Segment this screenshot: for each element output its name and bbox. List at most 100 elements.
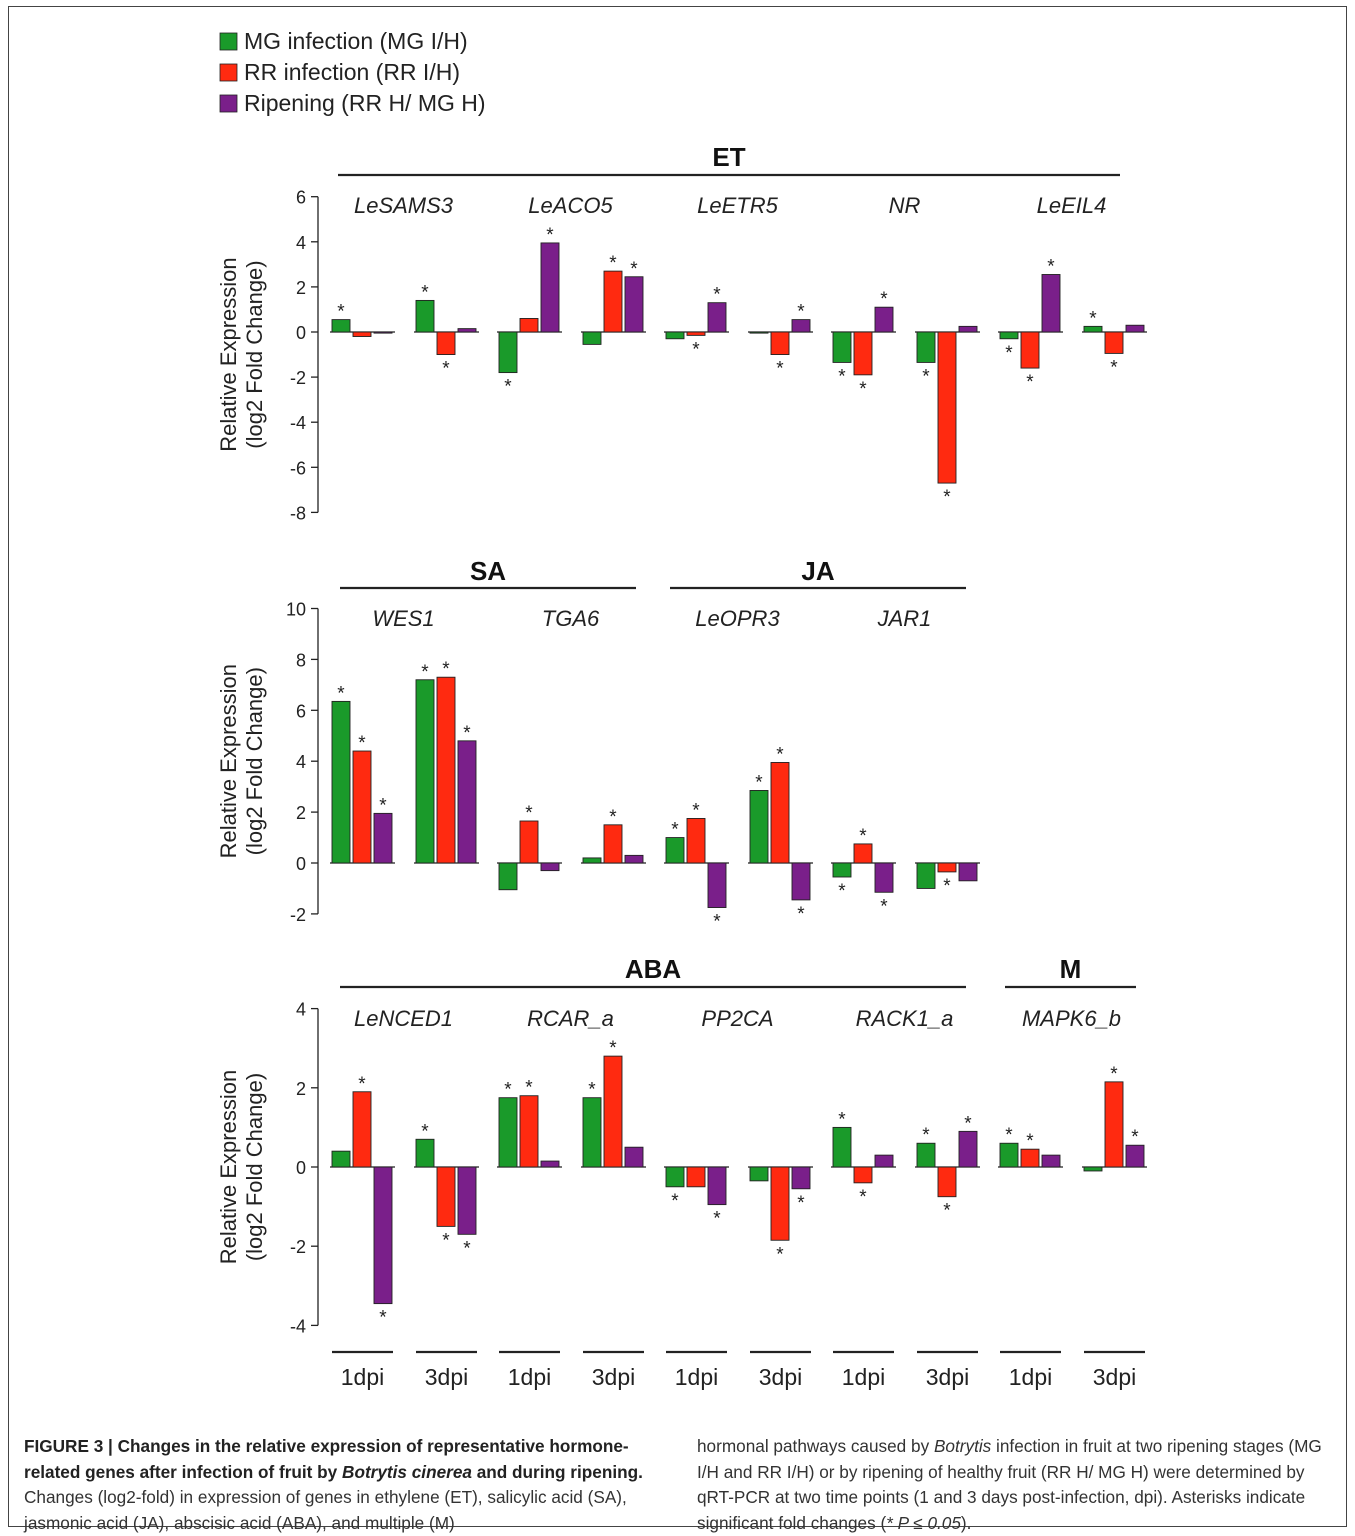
sig-marker: * [713,912,721,933]
legend-swatch-2 [219,63,238,82]
sig-marker: * [609,807,617,828]
sig-marker: * [442,359,450,380]
bar-mapk6-b-1-2 [1020,1148,1040,1168]
bar-lesams3-2-1 [415,299,435,333]
caption-body-part2: hormonal pathways caused by [697,1436,934,1456]
bar-mapk6-b-2-3 [1125,1144,1145,1168]
sig-marker: * [943,487,951,508]
gene-title-wes1: WES1 [372,606,434,631]
gene-title-pp2ca: PP2CA [701,1006,773,1031]
sig-marker: * [776,1244,784,1265]
bar-rcar-a-1-1 [498,1097,518,1168]
sig-marker: * [630,259,638,280]
legend-swatch-1 [219,32,238,51]
bar-wes1-2-3 [457,740,477,864]
bar-pp2ca-2-1 [749,1166,769,1182]
legend-label-3: Ripening (RR H/ MG H) [244,90,486,116]
timepoint-label: 1dpi [1009,1364,1052,1390]
bar-leetr5-2-3 [791,319,811,333]
bar-leopr3-1-3 [707,862,727,908]
caption-right-column: hormonal pathways caused by Botrytis inf… [697,1434,1337,1536]
y-axis-label-panel-2: Relative Expression [216,664,241,858]
bar-rack1-a-1-3 [874,1154,894,1168]
bar-tga6-2-1 [582,857,602,864]
bar-leeil4-1-3 [1041,274,1061,333]
caption-significance: * P ≤ 0.05 [886,1512,961,1533]
caption-title-part2: and during ripening. [471,1461,643,1482]
bar-wes1-1-2 [352,750,372,864]
sig-marker: * [859,379,867,400]
bar-lenced1-2-3 [457,1166,477,1235]
sig-marker: * [838,1109,846,1130]
bar-rcar-a-2-1 [582,1097,602,1168]
sig-marker: * [421,662,429,683]
sig-marker: * [442,659,450,680]
pathway-label-ja: JA [801,556,834,586]
y-tick-label-panel-1: 0 [296,323,306,343]
bar-leopr3-2-2 [770,762,790,864]
bar-leopr3-2-1 [749,790,769,864]
bar-jar1-2-1 [916,862,936,889]
gene-title-leaco5: LeACO5 [528,193,613,218]
sig-marker: * [1005,343,1013,364]
bar-leaco5-2-1 [582,331,602,345]
y-tick-label-panel-3: 2 [296,1079,306,1099]
bar-wes1-2-1 [415,679,435,864]
bar-tga6-1-2 [519,820,539,864]
bar-rack1-a-2-2 [937,1166,957,1198]
bar-wes1-2-2 [436,676,456,864]
bar-mapk6-b-2-1 [1083,1166,1103,1172]
sig-marker: * [859,826,867,847]
y-tick-label-panel-3: -2 [290,1237,306,1257]
sig-marker: * [609,253,617,274]
sig-marker: * [943,876,951,897]
bar-leetr5-1-2 [686,331,706,336]
sig-marker: * [358,733,366,754]
bar-leeil4-2-1 [1083,325,1103,333]
sig-marker: * [525,803,533,824]
figure-frame [8,6,1347,1527]
gene-title-nr: NR [889,193,921,218]
sig-marker: * [1131,1127,1139,1148]
y-axis-label-line2-panel-2: (log2 Fold Change) [242,667,267,855]
pathway-label-aba: ABA [625,954,682,984]
bar-tga6-1-3 [540,862,560,872]
timepoint-label: 3dpi [1093,1364,1136,1390]
bar-leopr3-2-3 [791,862,811,901]
sig-marker: * [504,377,512,398]
y-tick-label-panel-2: 8 [296,650,306,670]
sig-marker: * [1110,357,1118,378]
timepoint-label: 3dpi [425,1364,468,1390]
sig-marker: * [692,800,700,821]
sig-marker: * [379,1308,387,1329]
timepoint-label: 3dpi [926,1364,969,1390]
y-tick-label-panel-2: 4 [296,752,306,772]
bar-lesams3-1-1 [331,319,351,333]
bar-lesams3-1-2 [352,331,372,337]
sig-marker: * [880,289,888,310]
sig-marker: * [337,683,345,704]
bar-tga6-1-1 [498,862,518,891]
y-axis-label-line2-panel-1: (log2 Fold Change) [242,260,267,448]
gene-title-jar1: JAR1 [877,606,932,631]
bar-lenced1-1-1 [331,1150,351,1168]
gene-title-mapk6-b: MAPK6_b [1022,1006,1121,1031]
bar-leeil4-1-2 [1020,331,1040,369]
bar-leeil4-1-1 [999,331,1019,340]
bar-jar1-1-2 [853,843,873,864]
bar-leaco5-1-1 [498,331,518,374]
y-tick-label-panel-2: 6 [296,701,306,721]
bar-leetr5-1-3 [707,302,727,333]
bar-jar1-2-2 [937,862,957,873]
sig-marker: * [337,302,345,323]
sig-marker: * [838,366,846,387]
bar-leeil4-2-3 [1125,324,1145,333]
bar-tga6-2-3 [624,854,644,864]
y-tick-label-panel-1: 6 [296,188,306,208]
bar-leetr5-2-2 [770,331,790,355]
sig-marker: * [922,366,930,387]
sig-marker: * [880,896,888,917]
sig-marker: * [776,744,784,765]
bar-leeil4-2-2 [1104,331,1124,354]
gene-title-leetr5: LeETR5 [697,193,778,218]
